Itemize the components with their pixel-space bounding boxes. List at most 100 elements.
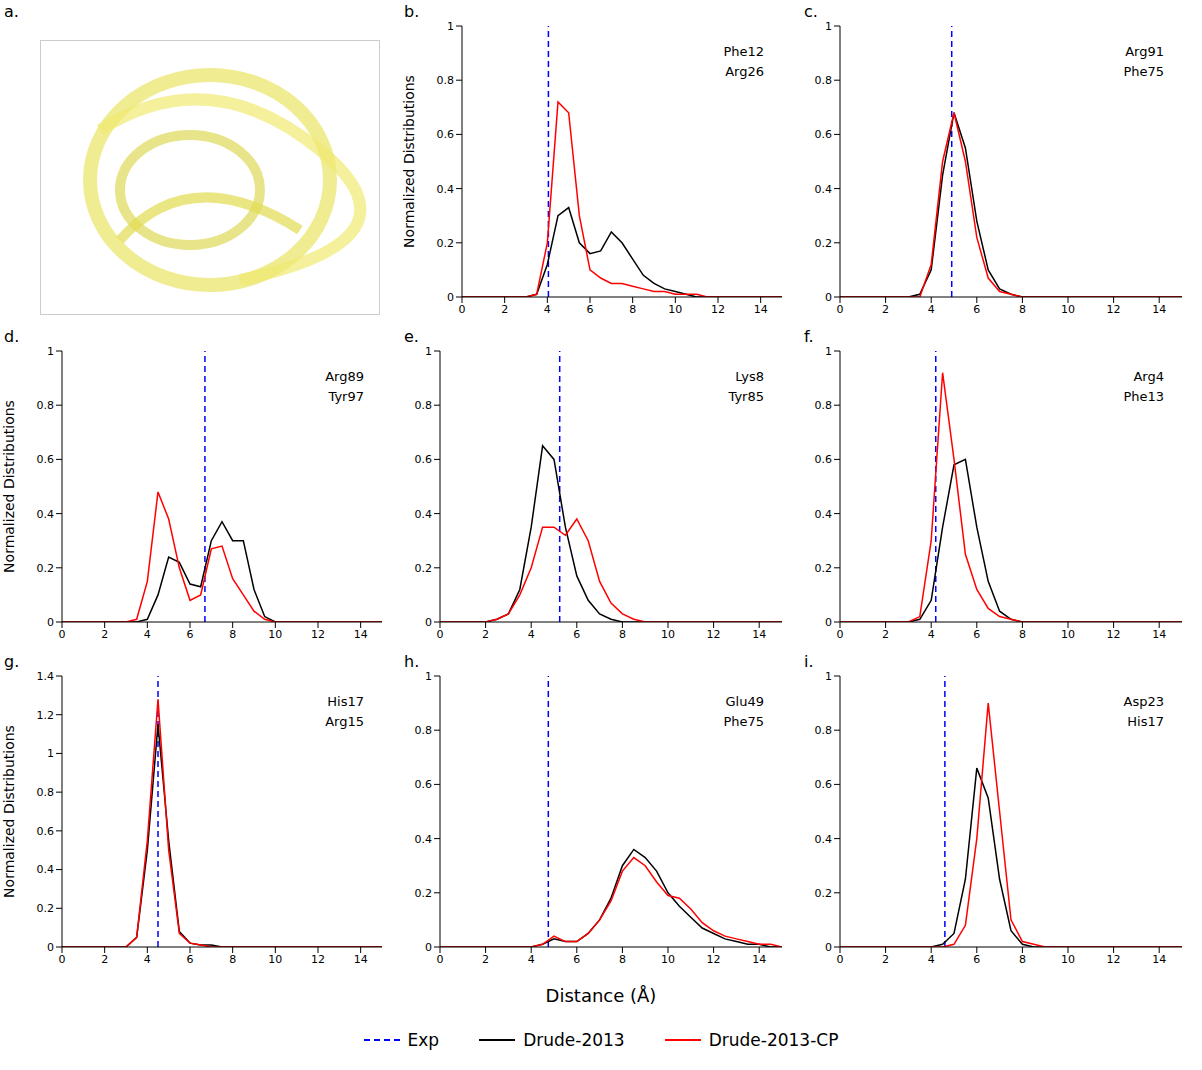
svg-text:0: 0: [837, 953, 844, 966]
svg-text:0.4: 0.4: [815, 833, 833, 846]
svg-text:4: 4: [544, 303, 551, 316]
svg-text:0: 0: [447, 291, 454, 304]
svg-text:0.8: 0.8: [815, 399, 833, 412]
svg-text:1: 1: [425, 670, 432, 683]
svg-text:12: 12: [1107, 953, 1121, 966]
svg-text:4: 4: [928, 628, 935, 641]
svg-text:12: 12: [707, 953, 721, 966]
svg-text:0.4: 0.4: [415, 508, 433, 521]
svg-text:8: 8: [1019, 628, 1026, 641]
svg-text:0: 0: [47, 941, 54, 954]
svg-text:6: 6: [973, 953, 980, 966]
svg-text:1: 1: [825, 20, 832, 33]
svg-text:10: 10: [661, 953, 675, 966]
svg-text:0.4: 0.4: [815, 508, 833, 521]
svg-text:0: 0: [459, 303, 466, 316]
svg-text:0.2: 0.2: [815, 562, 833, 575]
svg-text:0.6: 0.6: [815, 453, 833, 466]
svg-text:6: 6: [973, 303, 980, 316]
svg-text:4: 4: [528, 628, 535, 641]
svg-text:1: 1: [447, 20, 454, 33]
svg-text:10: 10: [1061, 953, 1075, 966]
svg-text:4: 4: [144, 628, 151, 641]
svg-text:0: 0: [425, 941, 432, 954]
svg-text:0.8: 0.8: [415, 399, 433, 412]
svg-text:0.2: 0.2: [415, 887, 433, 900]
svg-text:0: 0: [825, 941, 832, 954]
svg-text:14: 14: [354, 953, 368, 966]
svg-text:4: 4: [928, 953, 935, 966]
svg-text:Normalized Distributions: Normalized Distributions: [401, 75, 417, 248]
svg-text:10: 10: [1061, 303, 1075, 316]
svg-text:0.2: 0.2: [415, 562, 433, 575]
svg-text:6: 6: [573, 628, 580, 641]
svg-text:0.6: 0.6: [437, 128, 455, 141]
svg-text:2: 2: [101, 953, 108, 966]
svg-text:0: 0: [47, 616, 54, 629]
svg-text:2: 2: [882, 628, 889, 641]
svg-text:0: 0: [437, 953, 444, 966]
svg-text:8: 8: [629, 303, 636, 316]
svg-text:6: 6: [187, 953, 194, 966]
svg-text:14: 14: [752, 953, 766, 966]
svg-text:0.8: 0.8: [815, 724, 833, 737]
svg-text:2: 2: [882, 953, 889, 966]
svg-text:8: 8: [1019, 953, 1026, 966]
svg-text:12: 12: [1107, 303, 1121, 316]
svg-text:0.2: 0.2: [815, 237, 833, 250]
svg-text:0: 0: [437, 628, 444, 641]
svg-text:12: 12: [1107, 628, 1121, 641]
svg-text:0.2: 0.2: [437, 237, 455, 250]
svg-text:1: 1: [825, 345, 832, 358]
svg-text:0: 0: [825, 291, 832, 304]
svg-text:10: 10: [268, 628, 282, 641]
svg-text:4: 4: [144, 953, 151, 966]
svg-text:0.2: 0.2: [37, 902, 55, 915]
svg-text:12: 12: [311, 953, 325, 966]
svg-text:6: 6: [187, 628, 194, 641]
svg-text:2: 2: [482, 953, 489, 966]
svg-text:14: 14: [754, 303, 768, 316]
svg-text:10: 10: [668, 303, 682, 316]
svg-text:14: 14: [1152, 303, 1166, 316]
svg-text:0.4: 0.4: [437, 183, 455, 196]
svg-text:0: 0: [59, 953, 66, 966]
svg-text:0.8: 0.8: [415, 724, 433, 737]
svg-text:0: 0: [59, 628, 66, 641]
svg-text:8: 8: [229, 953, 236, 966]
svg-text:0: 0: [825, 616, 832, 629]
svg-text:8: 8: [229, 628, 236, 641]
svg-text:0: 0: [837, 303, 844, 316]
svg-text:0.6: 0.6: [815, 778, 833, 791]
svg-text:12: 12: [707, 628, 721, 641]
svg-text:10: 10: [268, 953, 282, 966]
svg-text:14: 14: [752, 628, 766, 641]
svg-text:0.2: 0.2: [815, 887, 833, 900]
svg-text:0: 0: [837, 628, 844, 641]
svg-text:1: 1: [47, 747, 54, 760]
svg-text:Normalized Distributions: Normalized Distributions: [1, 400, 17, 573]
svg-text:2: 2: [482, 628, 489, 641]
svg-text:0.6: 0.6: [815, 128, 833, 141]
svg-text:10: 10: [661, 628, 675, 641]
svg-text:0.4: 0.4: [415, 833, 433, 846]
svg-text:4: 4: [928, 303, 935, 316]
svg-text:0.6: 0.6: [415, 778, 433, 791]
svg-text:0.6: 0.6: [37, 453, 55, 466]
svg-text:0.8: 0.8: [437, 74, 455, 87]
svg-text:0.2: 0.2: [37, 562, 55, 575]
svg-text:1.4: 1.4: [37, 670, 55, 683]
svg-text:0.4: 0.4: [815, 183, 833, 196]
svg-text:4: 4: [528, 953, 535, 966]
svg-text:1: 1: [425, 345, 432, 358]
svg-text:1: 1: [47, 345, 54, 358]
svg-text:12: 12: [311, 628, 325, 641]
svg-text:0: 0: [425, 616, 432, 629]
svg-text:2: 2: [882, 303, 889, 316]
svg-text:0.4: 0.4: [37, 508, 55, 521]
svg-text:6: 6: [573, 953, 580, 966]
svg-text:2: 2: [501, 303, 508, 316]
svg-text:14: 14: [1152, 628, 1166, 641]
svg-text:Normalized Distributions: Normalized Distributions: [1, 725, 17, 898]
svg-text:0.8: 0.8: [37, 399, 55, 412]
